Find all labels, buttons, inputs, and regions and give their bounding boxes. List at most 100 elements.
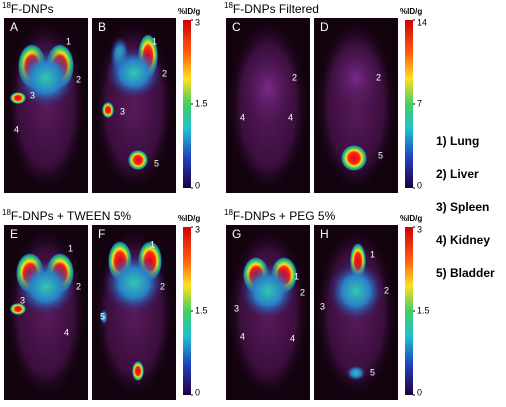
- uptake: [341, 145, 367, 171]
- pet-image: C 2 4 4: [226, 18, 310, 193]
- organ-label: 3: [20, 295, 25, 305]
- isotope: 18: [2, 1, 11, 10]
- organ-label: 2: [300, 287, 305, 297]
- panel-letter: F: [98, 227, 105, 241]
- organ-label: 3: [234, 303, 239, 313]
- unit-label: %ID/g: [178, 7, 200, 16]
- legend-entry: 4) Kidney: [436, 233, 490, 247]
- organ-label: 2: [376, 72, 381, 82]
- colorbar-tick-label: 0: [417, 180, 422, 190]
- colorbar: [405, 20, 413, 188]
- group-title: 18F-DNPs + PEG 5%: [224, 208, 336, 223]
- group-title: 18F-DNPs: [2, 1, 54, 16]
- pet-image: F 1 2 5: [92, 225, 176, 400]
- panel-letter: A: [10, 20, 18, 34]
- organ-label: 4: [240, 112, 245, 122]
- colorbar-tick-label: 7: [417, 98, 422, 108]
- uptake: [10, 92, 26, 104]
- uptake: [100, 309, 108, 325]
- uptake: [106, 47, 162, 99]
- colorbar: [183, 20, 191, 188]
- panel-letter: B: [98, 20, 106, 34]
- panel-group: 18F-DNPs Filtered C 2 4 4 D 2 5 %ID/g14 7 0: [224, 1, 427, 193]
- uptake: [324, 38, 388, 118]
- organ-label: 1: [68, 243, 73, 253]
- organ-label: 2: [292, 72, 297, 82]
- legend-entry: 2) Liver: [436, 167, 479, 181]
- colorbar-tick-label: 1.5: [195, 305, 208, 315]
- pet-image: B 1 2 3 5: [92, 18, 176, 193]
- organ-label: 5: [370, 367, 375, 377]
- organ-label: 1: [150, 239, 155, 249]
- uptake: [128, 150, 148, 170]
- title-text: F-DNPs: [11, 2, 54, 16]
- pet-image: H 1 2 3 5: [314, 225, 398, 400]
- uptake: [132, 361, 144, 381]
- organ-label: 3: [320, 301, 325, 311]
- unit-label: %ID/g: [400, 214, 422, 223]
- pet-image: D 2 5: [314, 18, 398, 193]
- legend-entry: 1) Lung: [436, 134, 479, 148]
- organ-label: 2: [76, 74, 81, 84]
- unit-label: %ID/g: [400, 7, 422, 16]
- panel-letter: E: [10, 227, 18, 241]
- isotope: 18: [224, 208, 233, 217]
- panel-letter: C: [232, 20, 241, 34]
- organ-label: 2: [162, 68, 167, 78]
- organ-label: 4: [14, 124, 19, 134]
- uptake: [104, 253, 164, 313]
- colorbar-tick-label: 3: [195, 17, 200, 27]
- organ-label: 2: [384, 285, 389, 295]
- organ-label: 4: [240, 331, 245, 341]
- colorbar-tick-label: 1.5: [417, 305, 430, 315]
- organ-label: 4: [64, 327, 69, 337]
- panel-letter: G: [232, 227, 241, 241]
- group-title: 18F-DNPs Filtered: [224, 1, 319, 16]
- legend-entry: 5) Bladder: [436, 266, 495, 280]
- organ-label: 2: [76, 281, 81, 291]
- colorbar-tick-label: 0: [417, 387, 422, 397]
- organ-label: 2: [160, 281, 165, 291]
- uptake: [102, 102, 114, 118]
- uptake: [10, 303, 26, 315]
- organ-label: 1: [294, 271, 299, 281]
- uptake: [346, 365, 366, 381]
- colorbar-tick-label: 0: [195, 180, 200, 190]
- organ-label: 4: [288, 112, 293, 122]
- colorbar: [405, 227, 413, 395]
- legend-entry: 3) Spleen: [436, 200, 489, 214]
- organ-label: 1: [66, 36, 71, 46]
- organ-label: 3: [120, 106, 125, 116]
- uptake: [16, 48, 76, 108]
- unit-label: %ID/g: [178, 214, 200, 223]
- panel-letter: H: [320, 227, 329, 241]
- uptake: [16, 259, 76, 315]
- uptake: [236, 43, 300, 133]
- colorbar-tick-label: 1.5: [195, 98, 208, 108]
- colorbar-tick-label: 3: [195, 224, 200, 234]
- colorbar: [183, 227, 191, 395]
- isotope: 18: [2, 208, 11, 217]
- title-text: F-DNPs + PEG 5%: [233, 209, 336, 223]
- group-title: 18F-DNPs + TWEEN 5%: [2, 208, 131, 223]
- colorbar-tick-label: 3: [417, 224, 422, 234]
- organ-label: 5: [154, 158, 159, 168]
- title-text: F-DNPs Filtered: [233, 2, 319, 16]
- uptake: [240, 263, 296, 319]
- organ-label: 1: [152, 36, 157, 46]
- organ-label: 5: [100, 311, 105, 321]
- colorbar-tick-label: 14: [417, 17, 427, 27]
- organ-label: 4: [290, 333, 295, 343]
- organ-label: 1: [370, 249, 375, 259]
- panel-letter: D: [320, 20, 329, 34]
- uptake: [328, 261, 384, 321]
- isotope: 18: [224, 1, 233, 10]
- organ-label: 5: [378, 150, 383, 160]
- title-text: F-DNPs + TWEEN 5%: [11, 209, 131, 223]
- pet-image: E 1 2 3 4: [4, 225, 88, 400]
- organ-label: 3: [30, 90, 35, 100]
